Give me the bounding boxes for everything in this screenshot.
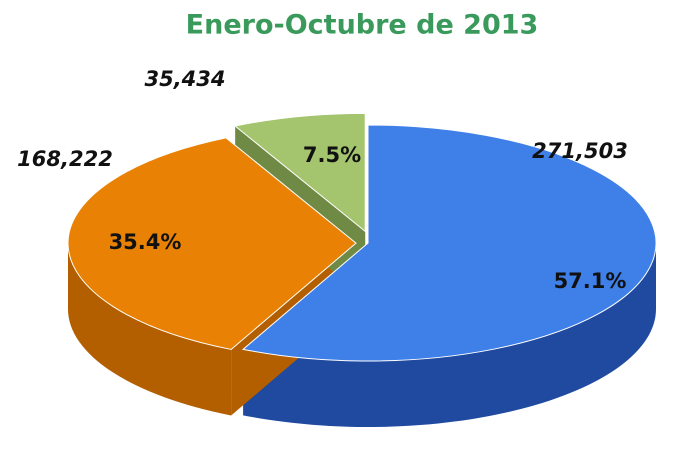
percentage-label: 35.4% <box>109 230 182 254</box>
percentage-label: 7.5% <box>303 143 361 167</box>
value-label: 271,503 <box>532 139 628 163</box>
chart-title: Enero-Octubre de 2013 <box>186 10 539 41</box>
value-label: 35,434 <box>144 67 225 91</box>
pie-slice <box>241 124 657 362</box>
pie-slice <box>234 112 366 233</box>
pie-slice <box>67 137 357 350</box>
pie-tops <box>67 112 657 362</box>
pie-side <box>68 243 232 416</box>
pie-side <box>243 243 657 427</box>
value-label: 168,222 <box>17 147 113 171</box>
labels: 271,503 57.1% 168,222 35.4% 35,434 7.5% <box>17 67 628 293</box>
percentage-label: 57.1% <box>554 269 627 293</box>
